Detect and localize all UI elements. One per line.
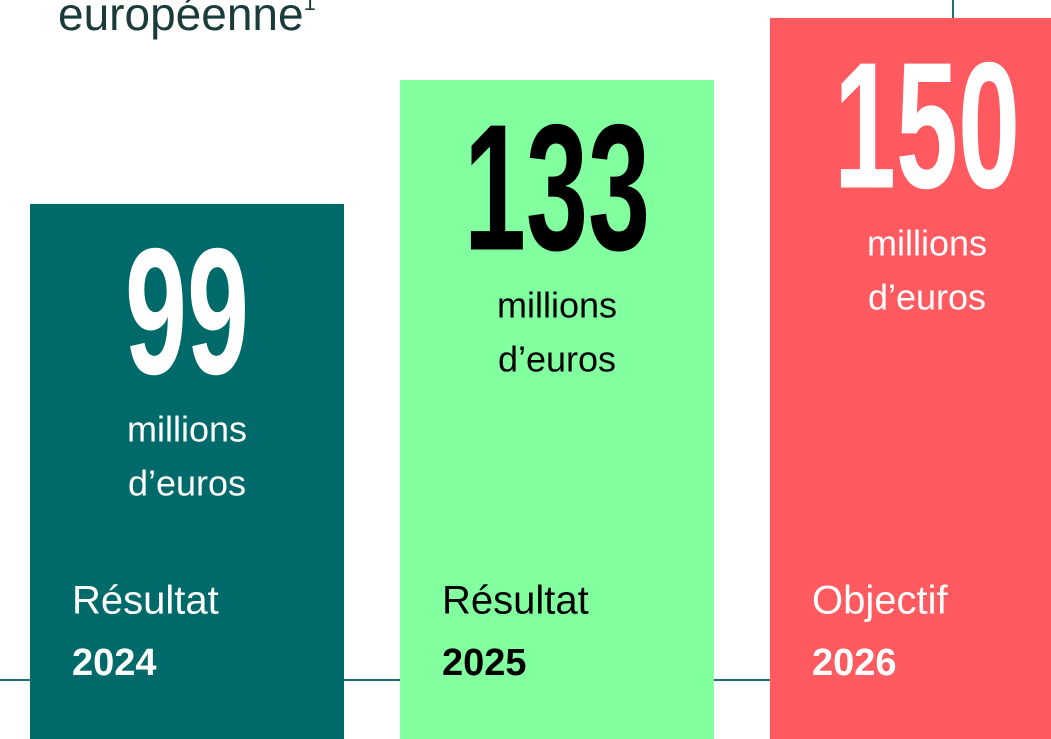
bar <box>30 203 344 739</box>
value-label: 150 <box>834 24 1020 226</box>
unit-label: millions <box>127 408 247 449</box>
category-kind: Résultat <box>442 579 589 623</box>
unit-label: millions <box>867 222 987 263</box>
bar <box>770 17 1051 739</box>
category-kind: Objectif <box>812 579 948 623</box>
unit-label: d’euros <box>868 276 986 317</box>
title-text: européenne <box>58 0 304 40</box>
chart-title: européenne1 <box>58 0 316 40</box>
category-kind: Résultat <box>72 579 219 623</box>
value-label: 99 <box>125 210 249 412</box>
bar <box>400 79 714 739</box>
title-note: 1 <box>304 0 316 15</box>
unit-label: d’euros <box>498 338 616 379</box>
value-label: 133 <box>464 86 650 288</box>
unit-label: millions <box>497 284 617 325</box>
category-label: 2025 <box>442 642 527 684</box>
category-label: 2024 <box>72 642 157 684</box>
unit-label: d’euros <box>128 462 246 503</box>
category-label: 2026 <box>812 642 897 684</box>
